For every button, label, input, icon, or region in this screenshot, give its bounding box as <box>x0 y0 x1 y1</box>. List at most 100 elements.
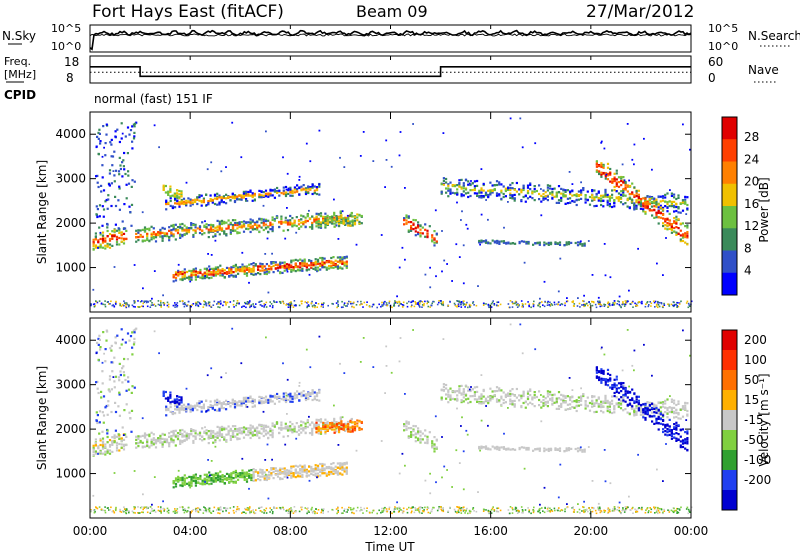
velocity-cell <box>161 432 164 435</box>
power-cell <box>310 302 313 304</box>
velocity-cell <box>129 335 133 338</box>
power-cell <box>449 300 451 303</box>
velocity-cell <box>230 473 233 477</box>
velocity-cell <box>198 432 202 435</box>
velocity-cell <box>108 375 112 378</box>
velocity-cell <box>339 466 342 469</box>
velocity-cell <box>202 405 205 408</box>
velocity-cell <box>329 427 332 430</box>
power-cell <box>301 264 304 267</box>
power-cell <box>208 269 211 272</box>
velocity-cell <box>341 462 344 465</box>
power-cell <box>176 195 179 198</box>
power-cell <box>336 265 339 268</box>
power-cell <box>127 174 130 177</box>
power-cell <box>618 300 620 303</box>
power-cell <box>298 186 301 190</box>
power-cell <box>675 218 678 221</box>
power-cell <box>343 262 346 265</box>
power-cell <box>326 222 329 225</box>
power-cell <box>181 233 184 237</box>
power-cell <box>360 303 362 305</box>
power-cell <box>549 242 553 245</box>
power-cell <box>220 229 224 232</box>
power-cell <box>591 196 594 199</box>
power-cell <box>624 303 627 306</box>
power-cell <box>339 261 342 264</box>
power-cell <box>657 304 660 306</box>
velocity-cell <box>331 428 334 431</box>
power-cell <box>447 187 450 190</box>
velocity-cell <box>110 388 113 391</box>
power-cell <box>190 276 193 279</box>
power-cell <box>213 194 217 197</box>
velocity-cell <box>330 462 333 466</box>
power-cell <box>521 146 524 149</box>
velocity-cell <box>237 475 240 478</box>
power-cell <box>617 181 621 184</box>
power-cell <box>677 218 680 221</box>
power-cell <box>441 270 443 273</box>
power-cell <box>238 221 241 224</box>
power-cell <box>307 187 310 190</box>
velocity-cell <box>239 475 242 479</box>
power-cell <box>651 200 654 204</box>
power-cell <box>161 226 164 229</box>
velocity-cell <box>110 410 113 414</box>
power-cell <box>223 301 225 303</box>
velocity-cell <box>296 393 299 397</box>
power-cell <box>96 135 99 138</box>
power-cell <box>187 197 190 200</box>
velocity-cell <box>201 481 204 484</box>
power-cell <box>270 266 273 269</box>
power-cell <box>668 212 671 215</box>
power-cell <box>517 303 519 306</box>
power-cell <box>242 195 245 198</box>
power-cell <box>600 164 603 167</box>
power-cell <box>306 213 309 217</box>
velocity-cell <box>101 430 104 433</box>
power-cell <box>655 303 658 306</box>
velocity-cell <box>230 472 233 475</box>
power-cell <box>597 196 600 200</box>
power-cell <box>130 224 133 227</box>
velocity-cell <box>280 428 283 431</box>
power-cell <box>152 236 155 239</box>
power-cell <box>284 216 287 219</box>
power-cell <box>575 193 578 196</box>
power-cell <box>333 198 335 201</box>
power-cell <box>310 266 313 269</box>
power-cell <box>338 225 341 228</box>
station-title: Fort Hays East (fitACF) <box>92 2 284 22</box>
power-cell <box>608 205 611 208</box>
power-cell <box>287 192 290 195</box>
power-cell <box>591 194 594 197</box>
power-cell <box>207 224 210 227</box>
power-cell <box>424 223 427 226</box>
power-cell <box>611 303 614 306</box>
power-cell <box>666 192 669 195</box>
power-cell <box>350 302 353 305</box>
power-cell <box>410 305 413 308</box>
power-cell <box>562 192 565 195</box>
power-cell <box>316 306 318 308</box>
power-cell <box>426 234 429 237</box>
velocity-cell <box>297 426 301 429</box>
velocity-cell <box>261 472 264 476</box>
power-cell <box>511 306 514 308</box>
power-cell <box>346 305 348 307</box>
power-cell <box>295 216 298 219</box>
velocity-cell <box>106 441 109 444</box>
power-cell <box>554 303 556 306</box>
power-cell <box>600 203 603 207</box>
power-cell <box>280 222 283 225</box>
power-cell <box>260 217 263 221</box>
power-cell <box>567 243 571 246</box>
power-cell <box>495 180 499 183</box>
power-cell <box>122 239 126 242</box>
velocity-cell <box>101 447 105 450</box>
velocity-cell <box>289 394 292 397</box>
power-cell <box>429 286 432 289</box>
power-cell <box>522 187 525 190</box>
power-cell <box>234 222 237 225</box>
